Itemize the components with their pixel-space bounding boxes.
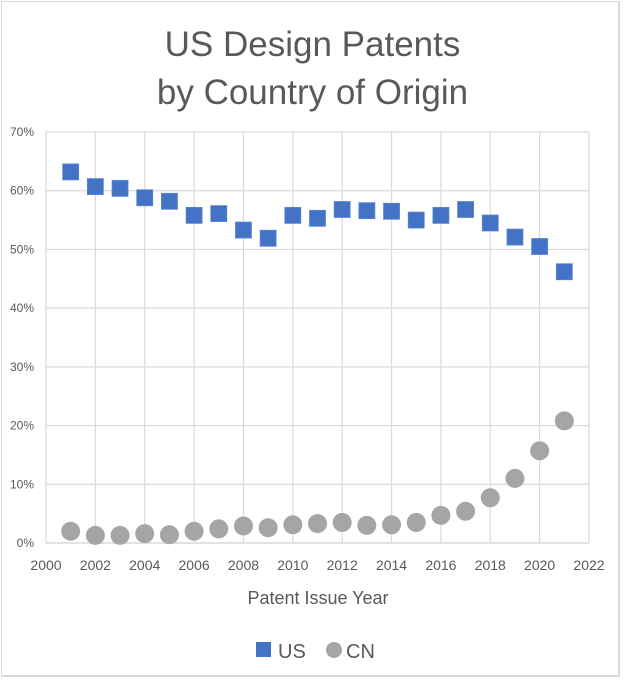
y-tick-label: 50% — [10, 242, 34, 256]
data-point-cn — [406, 512, 426, 532]
data-point-cn — [480, 488, 500, 508]
x-tick-label: 2016 — [425, 557, 456, 573]
data-point-cn — [135, 524, 155, 544]
x-tick-label: 2000 — [30, 557, 61, 573]
x-tick-label: 2014 — [376, 557, 407, 573]
data-point-us — [284, 206, 302, 224]
data-point-cn — [110, 525, 130, 545]
data-point-us — [407, 211, 425, 229]
legend-cn-label: CN — [346, 641, 375, 663]
data-point-us — [358, 202, 376, 220]
x-axis-title: Patent Issue Year — [247, 588, 388, 608]
legend: US CN — [256, 641, 375, 663]
data-point-us — [481, 214, 499, 232]
data-point-cn — [258, 518, 278, 538]
data-point-cn — [308, 514, 327, 534]
x-tick-label: 2012 — [327, 557, 358, 573]
series-cn — [61, 411, 574, 545]
data-point-cn — [357, 515, 377, 535]
data-point-us — [62, 163, 80, 181]
x-axis-ticks: 2000 2002 2004 2006 2008 2010 2012 2014 2016 2018… — [30, 557, 604, 573]
x-tick-label: 2020 — [524, 557, 555, 573]
y-tick-label: 70% — [10, 125, 34, 139]
y-tick-label: 60% — [10, 184, 34, 198]
y-tick-label: 10% — [10, 477, 34, 491]
x-tick-label: 2002 — [80, 557, 111, 573]
data-point-us — [506, 228, 524, 246]
data-point-cn — [85, 525, 105, 545]
data-point-cn — [332, 512, 352, 532]
data-point-cn — [505, 468, 525, 488]
chart-title-line-1: US Design Patents — [164, 25, 461, 64]
data-point-cn — [209, 519, 229, 539]
data-point-cn — [184, 521, 204, 541]
data-point-cn — [159, 525, 179, 545]
legend-us-marker — [256, 642, 271, 657]
data-point-us — [457, 201, 474, 218]
x-tick-label: 2010 — [277, 557, 308, 573]
x-tick-label: 2022 — [573, 557, 604, 573]
data-point-cn — [456, 501, 476, 521]
legend-cn-marker — [326, 642, 342, 658]
x-tick-label: 2006 — [179, 557, 210, 573]
data-point-cn — [530, 441, 550, 461]
y-tick-label: 30% — [10, 360, 34, 374]
chart-title-line-2: by Country of Origin — [156, 73, 469, 112]
data-point-us — [111, 179, 129, 197]
gridlines — [45, 131, 590, 544]
data-point-us — [383, 202, 400, 220]
data-point-us — [235, 221, 252, 239]
y-axis-ticks: 0% 10% 20% 30% 40% 50% 60% 70% — [10, 125, 34, 550]
data-point-cn — [431, 505, 451, 525]
data-point-cn — [233, 516, 253, 536]
data-point-us — [333, 201, 351, 218]
data-point-us — [259, 229, 277, 247]
y-tick-label: 0% — [17, 536, 35, 550]
data-point-us — [555, 263, 573, 281]
data-point-us — [210, 205, 228, 223]
data-point-us — [161, 192, 178, 210]
data-point-us — [86, 178, 104, 196]
x-tick-label: 2018 — [475, 557, 506, 573]
data-point-us — [136, 189, 154, 207]
y-tick-label: 20% — [10, 419, 34, 433]
data-point-cn — [61, 521, 81, 541]
data-point-us — [185, 206, 203, 224]
data-point-us — [432, 206, 450, 224]
y-tick-label: 40% — [10, 301, 34, 315]
data-point-cn — [283, 515, 303, 535]
x-tick-label: 2008 — [228, 557, 259, 573]
data-point-cn — [382, 515, 402, 535]
data-point-us — [309, 209, 326, 227]
series-us — [62, 163, 573, 281]
data-point-us — [531, 238, 549, 255]
data-point-cn — [554, 411, 574, 431]
legend-us-label: US — [278, 641, 306, 663]
x-tick-label: 2004 — [129, 557, 160, 573]
